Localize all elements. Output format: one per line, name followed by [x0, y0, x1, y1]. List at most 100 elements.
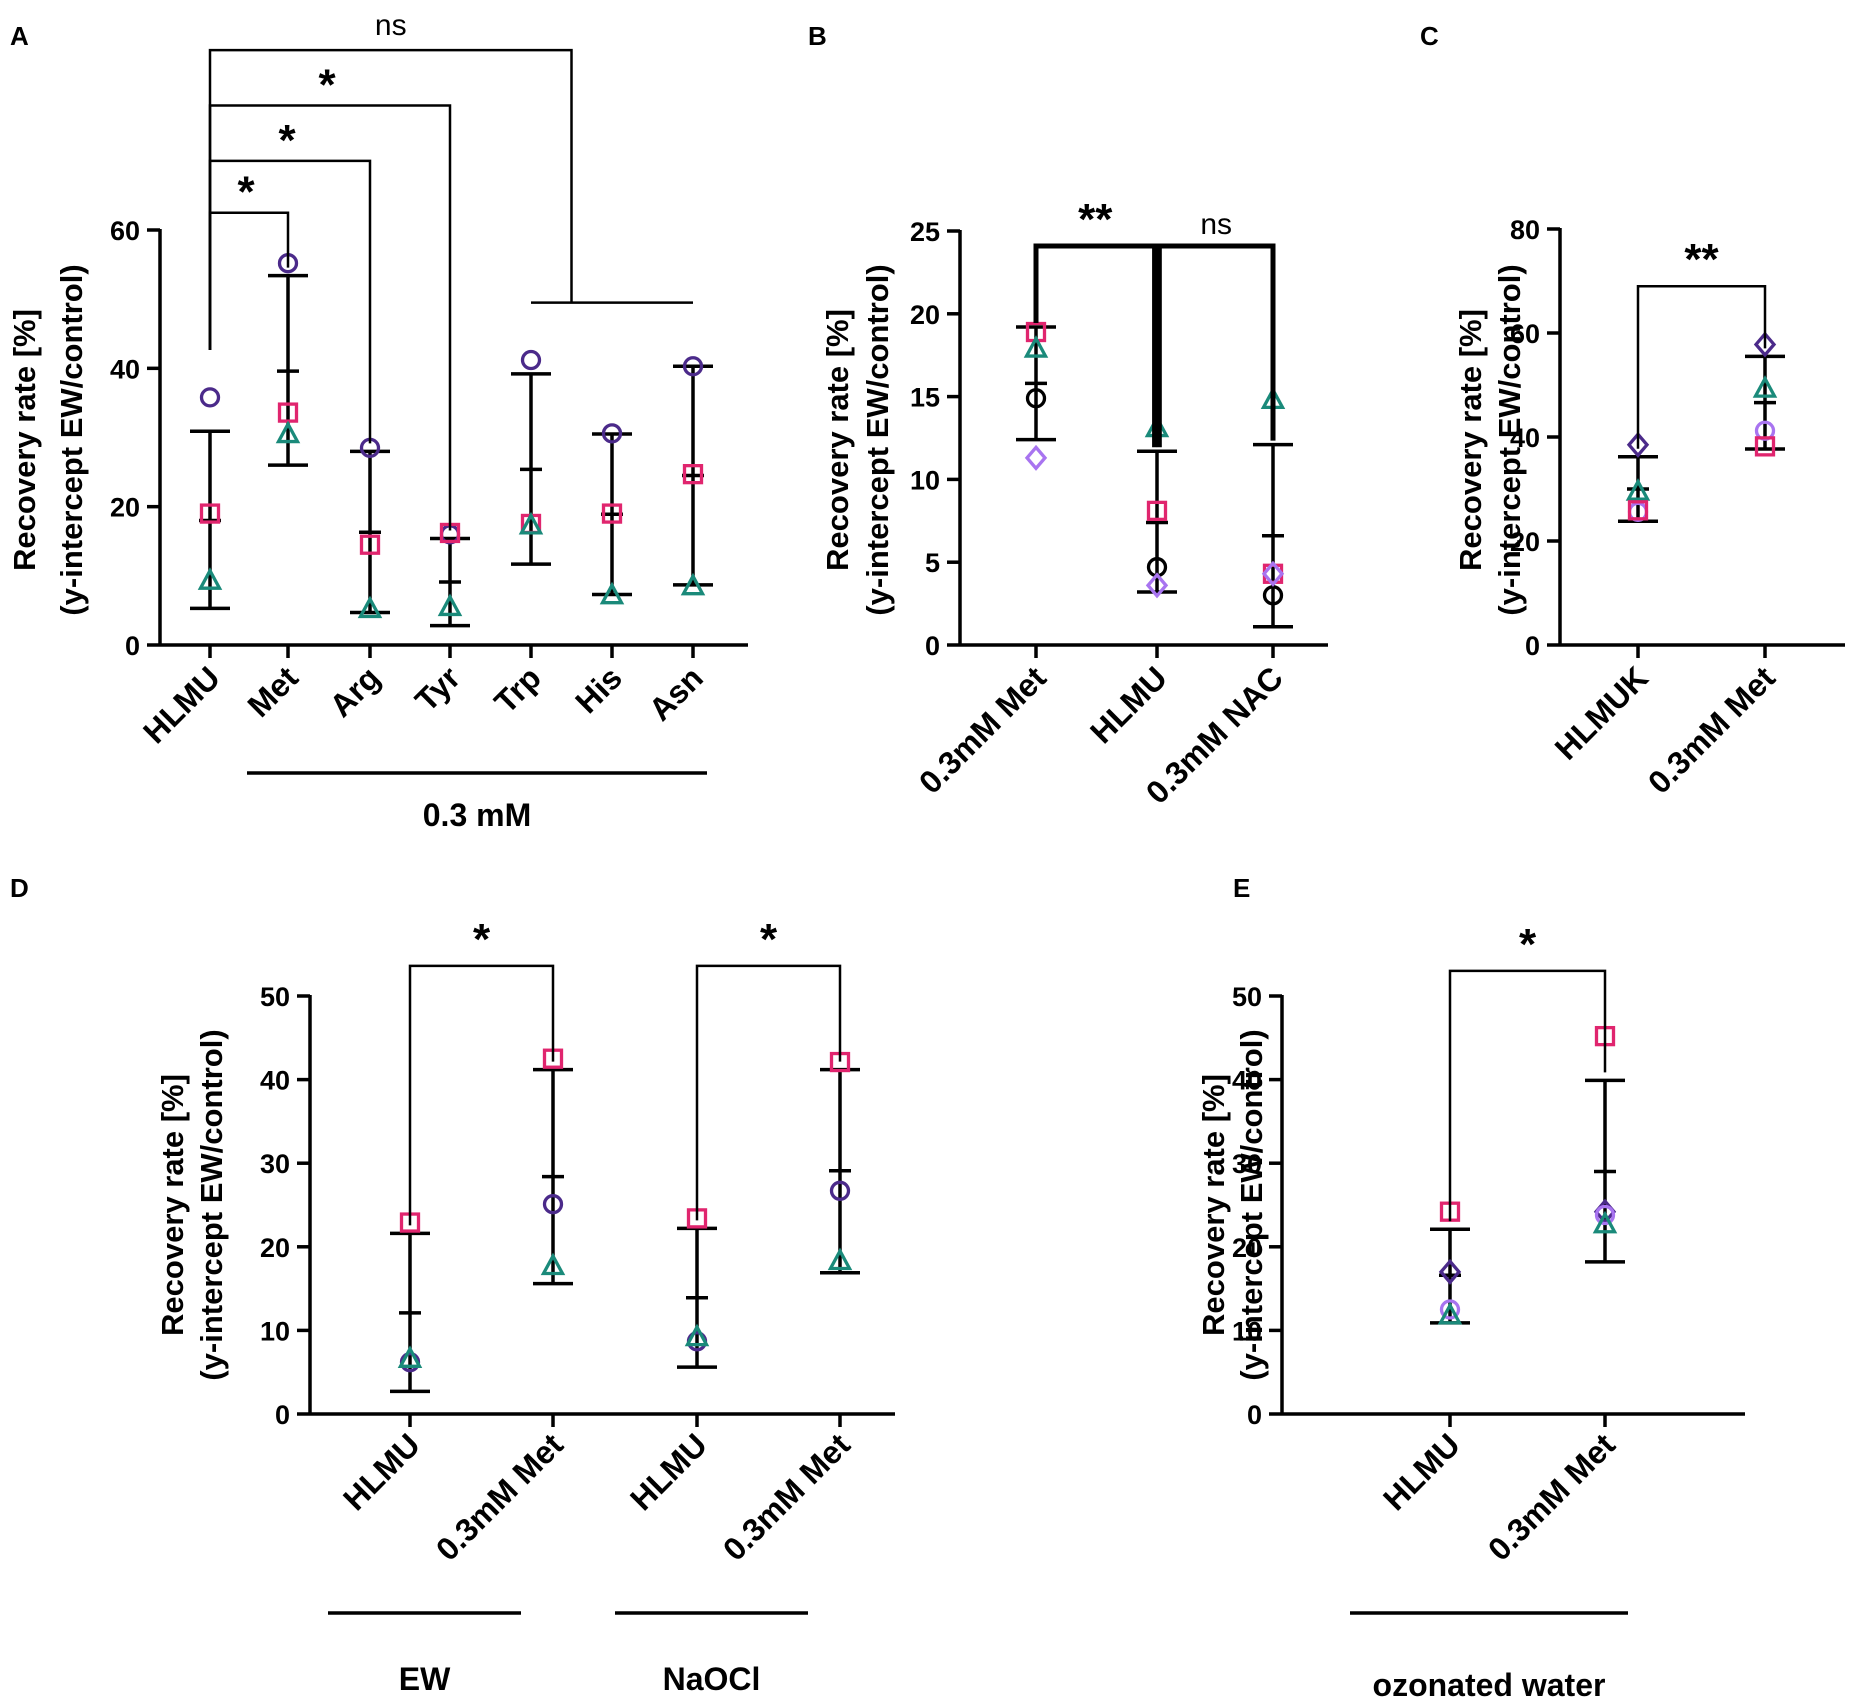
- category-label: 0.3mM Met: [429, 1426, 570, 1567]
- y-tick-label: 50: [1232, 982, 1262, 1012]
- significance-label: ns: [375, 9, 407, 42]
- data-point: [197, 567, 223, 590]
- y-tick-label: 20: [1510, 527, 1540, 557]
- category-label: 0.3mM Met: [1641, 659, 1782, 800]
- data-point: [518, 511, 544, 535]
- panel-d: D Recovery rate [%] (y-intercept EW/contro…: [10, 873, 895, 1697]
- panel-c: C Recovery rate [%] (y-intercept EW/contro…: [1420, 21, 1845, 801]
- y-tick-label: 0: [125, 631, 140, 661]
- data-point: [1752, 375, 1778, 398]
- significance-bracket: [1636, 284, 1767, 449]
- group-label: 0.3 mM: [423, 797, 531, 833]
- y-tick-label: 0: [1525, 631, 1540, 661]
- y-tick-label: 10: [910, 465, 940, 495]
- y-tick-label: 0: [1247, 1400, 1262, 1430]
- category-label: Met: [241, 659, 306, 724]
- data-point: [1145, 572, 1169, 599]
- category-label: HLMU: [136, 659, 227, 750]
- y-tick-label: 0: [925, 631, 940, 661]
- panel-letter: C: [1420, 21, 1439, 51]
- y-axis-label: (y-intercept EW/control): [860, 264, 895, 615]
- significance-bracket: [208, 159, 372, 444]
- group-label: NaOCl: [663, 1661, 761, 1697]
- data-point: [542, 1194, 564, 1215]
- data-point: [1024, 444, 1048, 471]
- y-axis-label: (y-intercept EW/control): [1492, 264, 1527, 615]
- y-tick-label: 80: [1510, 215, 1540, 245]
- category-label: Asn: [642, 659, 710, 727]
- y-tick-label: 0: [275, 1400, 290, 1430]
- y-axis-label: Recovery rate [%]: [1453, 309, 1488, 571]
- category-label: Arg: [323, 659, 387, 723]
- significance-bracket: [1156, 243, 1276, 448]
- data-point: [599, 581, 625, 605]
- group-label: EW: [399, 1661, 451, 1697]
- data-point: [1754, 436, 1776, 457]
- y-axis-label: Recovery rate [%]: [1196, 1074, 1231, 1336]
- significance-label: **: [1078, 195, 1113, 244]
- data-point: [827, 1247, 853, 1271]
- data-point: [684, 1323, 710, 1347]
- y-axis-label: (y-intercept EW/control): [54, 264, 89, 615]
- y-tick-label: 30: [260, 1149, 290, 1179]
- significance-bracket: [695, 964, 842, 1221]
- significance-bracket: [208, 48, 573, 350]
- y-tick-label: 40: [1232, 1066, 1262, 1096]
- group-label: ozonated water: [1373, 1667, 1606, 1703]
- y-tick-label: 10: [1232, 1316, 1262, 1346]
- data-point: [540, 1252, 566, 1276]
- data-point: [1753, 331, 1777, 358]
- significance-bracket: [1033, 243, 1158, 448]
- panel-a: A Recovery rate [%] (y-intercept EW/contro…: [7, 9, 748, 833]
- data-point: [682, 356, 704, 377]
- data-point: [199, 387, 221, 408]
- data-point: [682, 464, 704, 485]
- data-point: [1594, 1204, 1616, 1226]
- data-point: [829, 1180, 851, 1201]
- significance-label: **: [1684, 235, 1719, 284]
- significance-label: *: [760, 915, 778, 964]
- data-point: [1438, 1258, 1462, 1285]
- y-tick-label: 20: [260, 1233, 290, 1263]
- y-tick-label: 60: [1510, 319, 1540, 349]
- data-point: [601, 423, 623, 444]
- panel-letter: E: [1233, 873, 1250, 903]
- y-axis-label: Recovery rate [%]: [7, 309, 42, 571]
- category-label: 0.3mM Met: [912, 659, 1053, 800]
- panel-letter: B: [808, 21, 827, 51]
- y-axis-label: Recovery rate [%]: [155, 1074, 190, 1336]
- significance-bracket: [408, 964, 555, 1226]
- significance-label: ns: [1200, 208, 1232, 241]
- data-point: [199, 503, 221, 524]
- significance-label: *: [473, 915, 491, 964]
- category-label: Tyr: [408, 659, 467, 718]
- data-point: [1625, 478, 1651, 501]
- y-tick-label: 10: [260, 1316, 290, 1346]
- category-label: HLMU: [1083, 659, 1174, 750]
- data-point: [357, 595, 383, 619]
- data-point: [1146, 500, 1168, 522]
- y-tick-label: 20: [110, 493, 140, 523]
- panel-letter: A: [10, 21, 29, 51]
- significance-label: *: [318, 61, 336, 110]
- y-tick-label: 30: [1232, 1149, 1262, 1179]
- category-label: His: [568, 659, 629, 720]
- data-point: [1437, 1301, 1463, 1325]
- category-label: 0.3mM Met: [716, 1426, 857, 1567]
- y-tick-label: 20: [910, 300, 940, 330]
- y-tick-label: 25: [910, 217, 940, 247]
- y-tick-label: 15: [910, 383, 940, 413]
- data-point: [1023, 335, 1049, 358]
- data-point: [1439, 1299, 1461, 1320]
- category-label: HLMUK: [1548, 659, 1655, 766]
- data-point: [275, 420, 301, 444]
- category-label: 0.3mM Met: [1481, 1426, 1622, 1567]
- data-point: [1592, 1210, 1618, 1234]
- category-label: HLMU: [336, 1426, 427, 1517]
- y-tick-label: 40: [110, 354, 140, 384]
- data-point: [1626, 431, 1650, 458]
- significance-bracket: [208, 211, 290, 350]
- significance-label: *: [278, 116, 296, 165]
- data-point: [359, 534, 381, 555]
- y-tick-label: 20: [1232, 1233, 1262, 1263]
